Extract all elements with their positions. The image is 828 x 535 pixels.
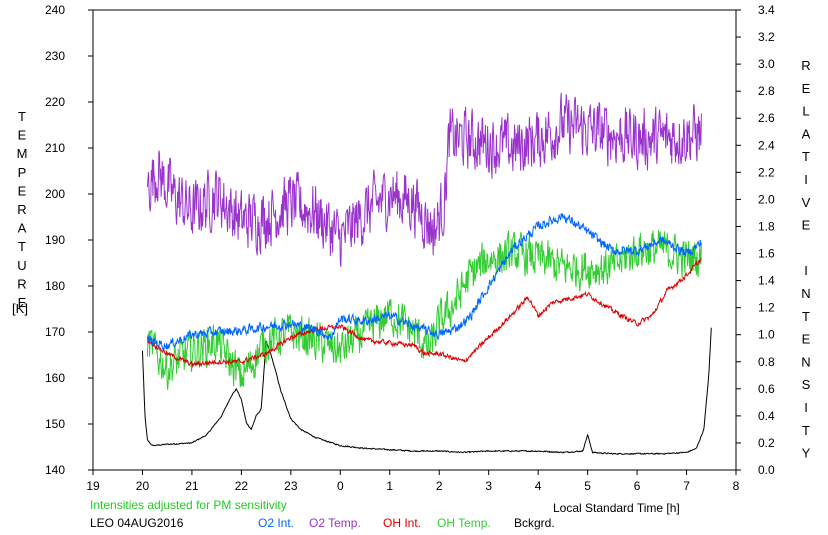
right-tick-label-13: 2.6 bbox=[758, 111, 775, 125]
left-axis-ticks: 140 150 160 170 180 190 200 210 220 230 240 bbox=[45, 3, 93, 477]
right-tick-label-10: 2.0 bbox=[758, 192, 775, 206]
left-tick-label-7: 210 bbox=[45, 141, 65, 155]
legend-entry-o2-temp: O2 Temp. bbox=[309, 516, 361, 530]
series-line-o2-temp bbox=[146, 92, 702, 267]
right-tick-label-1: 0.2 bbox=[758, 436, 775, 450]
right-tick-label-12: 2.4 bbox=[758, 138, 775, 152]
left-tick-label-0: 140 bbox=[45, 463, 65, 477]
right-title-letter-0-5: I bbox=[804, 172, 808, 187]
right-title-letter-1-0: I bbox=[804, 263, 808, 278]
right-title-letter-1-5: S bbox=[802, 377, 811, 392]
right-title-letter-1-8: Y bbox=[802, 446, 811, 461]
x-tick-label-7: 2 bbox=[436, 479, 443, 493]
left-title-letter-3: P bbox=[18, 165, 27, 180]
series-line-oh-int bbox=[147, 258, 702, 368]
x-tick-label-2: 21 bbox=[185, 479, 199, 493]
x-tick-label-11: 6 bbox=[634, 479, 641, 493]
legend-entry-o2-int: O2 Int. bbox=[258, 516, 295, 530]
left-tick-label-2: 160 bbox=[45, 371, 65, 385]
left-tick-label-10: 240 bbox=[45, 3, 65, 17]
right-tick-label-14: 2.8 bbox=[758, 84, 775, 98]
x-tick-label-12: 7 bbox=[683, 479, 690, 493]
x-tick-label-9: 4 bbox=[535, 479, 542, 493]
right-tick-label-17: 3.4 bbox=[758, 3, 775, 17]
left-tick-label-9: 230 bbox=[45, 49, 65, 63]
right-title-letter-0-7: E bbox=[802, 218, 811, 233]
right-tick-label-7: 1.4 bbox=[758, 274, 775, 288]
right-tick-label-4: 0.8 bbox=[758, 355, 775, 369]
left-title-letter-10: E bbox=[18, 295, 27, 310]
right-tick-label-15: 3.0 bbox=[758, 57, 775, 71]
right-title-letter-1-7: T bbox=[802, 423, 810, 438]
right-axis-ticks: 0.0 0.2 0.4 0.6 0.8 1.0 1.2 1.4 1.6 1.8 2.0 2.2 2.4 2… bbox=[736, 3, 775, 477]
left-tick-label-1: 150 bbox=[45, 417, 65, 431]
left-tick-label-8: 220 bbox=[45, 95, 65, 109]
x-tick-label-6: 1 bbox=[386, 479, 393, 493]
right-title-letter-0-6: V bbox=[802, 195, 811, 210]
right-title-letter-1-4: N bbox=[801, 354, 810, 369]
right-tick-label-5: 1.0 bbox=[758, 328, 775, 342]
series-line-bckgrd bbox=[142, 327, 712, 456]
right-tick-label-6: 1.2 bbox=[758, 301, 775, 315]
left-title-unit: [K] bbox=[12, 301, 28, 316]
right-title-letter-0-3: A bbox=[802, 126, 811, 141]
right-tick-label-11: 2.2 bbox=[758, 165, 775, 179]
x-axis-ticks: 19 20 21 22 23 0 1 2 3 4 5 6 7 8 bbox=[86, 470, 740, 493]
right-tick-label-0: 0.0 bbox=[758, 463, 775, 477]
legend-entry-oh-temp: OH Temp. bbox=[437, 516, 491, 530]
series-line-oh-temp bbox=[146, 230, 702, 390]
legend-entry-oh-int: OH Int. bbox=[383, 516, 422, 530]
left-title-letter-7: T bbox=[18, 239, 26, 254]
left-title-letter-2: M bbox=[17, 146, 28, 161]
left-title-letter-4: E bbox=[18, 183, 27, 198]
left-tick-label-6: 200 bbox=[45, 187, 65, 201]
legend-entry-bckgrd: Bckgrd. bbox=[514, 516, 555, 530]
left-title-letter-6: A bbox=[18, 221, 27, 236]
series-layer bbox=[142, 92, 712, 456]
right-title-letter-1-1: N bbox=[801, 286, 810, 301]
right-title-letter-1-2: T bbox=[802, 309, 810, 324]
x-tick-label-4: 23 bbox=[284, 479, 298, 493]
left-tick-label-5: 190 bbox=[45, 233, 65, 247]
x-tick-label-13: 8 bbox=[733, 479, 740, 493]
right-tick-label-8: 1.6 bbox=[758, 247, 775, 261]
right-title-letter-0-1: E bbox=[802, 81, 811, 96]
x-tick-label-8: 3 bbox=[485, 479, 492, 493]
left-tick-label-3: 170 bbox=[45, 325, 65, 339]
right-tick-label-3: 0.6 bbox=[758, 382, 775, 396]
x-tick-label-10: 5 bbox=[584, 479, 591, 493]
x-tick-label-1: 20 bbox=[136, 479, 150, 493]
left-title-letter-0: T bbox=[18, 109, 26, 124]
right-tick-label-2: 0.4 bbox=[758, 409, 775, 423]
right-title-letter-1-3: E bbox=[802, 332, 811, 347]
x-tick-label-3: 22 bbox=[235, 479, 249, 493]
station-date-label: LEO 04AUG2016 bbox=[90, 516, 184, 530]
right-tick-label-16: 3.2 bbox=[758, 30, 775, 44]
series-line-o2-int bbox=[146, 213, 702, 351]
left-title-letter-5: R bbox=[17, 202, 26, 217]
x-tick-label-0: 19 bbox=[86, 479, 100, 493]
sensitivity-note: Intensities adjusted for PM sensitivity bbox=[90, 498, 287, 512]
right-tick-label-9: 1.8 bbox=[758, 219, 775, 233]
right-title-letter-0-2: L bbox=[802, 104, 809, 119]
left-title-letter-1: E bbox=[18, 128, 27, 143]
left-tick-label-4: 180 bbox=[45, 279, 65, 293]
x-tick-label-5: 0 bbox=[337, 479, 344, 493]
left-title-letter-9: R bbox=[17, 276, 26, 291]
x-axis-title: Local Standard Time [h] bbox=[553, 501, 680, 515]
right-title-letter-0-0: R bbox=[801, 58, 810, 73]
right-title-letter-0-4: T bbox=[802, 149, 810, 164]
right-title-letter-1-6: I bbox=[804, 400, 808, 415]
left-title-letter-8: U bbox=[17, 258, 26, 273]
